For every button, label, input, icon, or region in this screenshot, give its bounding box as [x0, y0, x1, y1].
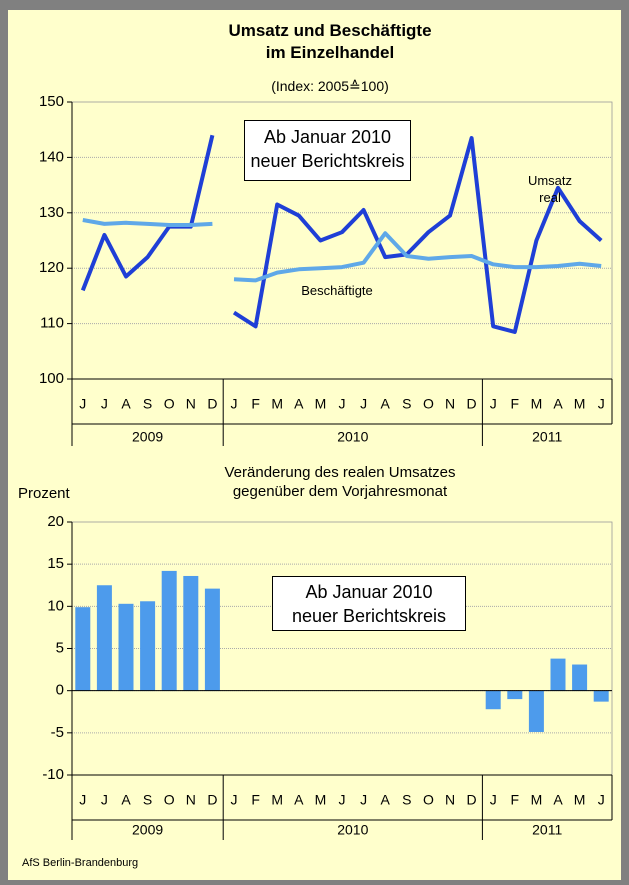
bar [593, 690, 609, 702]
x-tick-label: F [511, 396, 520, 412]
y-tick-label: 10 [47, 597, 64, 614]
bar [572, 664, 588, 691]
x-tick-label: J [598, 396, 605, 412]
x-tick-label: F [251, 792, 260, 808]
x-tick-label: S [402, 792, 411, 808]
x-tick-label: O [164, 792, 175, 808]
y-tick-label: 110 [40, 315, 64, 332]
x-tick-label: O [423, 792, 434, 808]
group-label: 2011 [532, 429, 562, 445]
x-tick-label: O [164, 396, 175, 412]
x-tick-label: J [231, 792, 238, 808]
y-tick-label: -10 [42, 766, 64, 783]
y-tick-label: 20 [47, 513, 64, 530]
y-tick-label: 140 [39, 148, 64, 165]
x-tick-label: F [511, 792, 520, 808]
y-tick-label: 15 [47, 555, 64, 572]
group-label: 2009 [132, 822, 163, 838]
x-tick-label: A [294, 792, 304, 808]
bar [550, 658, 566, 691]
y-tick-label: 150 [39, 93, 64, 110]
y-tick-label: 120 [39, 259, 64, 276]
bar [161, 570, 177, 691]
group-label: 2010 [337, 822, 368, 838]
x-tick-label: M [574, 792, 586, 808]
footer: AfS Berlin-Brandenburg [22, 857, 139, 869]
y-tick-label: 130 [39, 204, 64, 221]
x-tick-label: N [186, 396, 196, 412]
x-tick-label: A [553, 792, 563, 808]
chart-subtitle: (Index: 2005≙100) [271, 78, 389, 94]
x-tick-label: J [101, 396, 108, 412]
line-series [82, 218, 602, 283]
bar [75, 607, 91, 691]
y-tick-label: 5 [56, 639, 64, 656]
annotation-box: Ab Januar 2010 neuer Berichtskreis [272, 576, 466, 631]
x-tick-label: J [360, 792, 367, 808]
x-tick-label: D [207, 396, 217, 412]
x-tick-label: J [231, 396, 238, 412]
group-label: 2010 [337, 429, 368, 445]
bar [183, 575, 199, 691]
x-tick-label: M [531, 396, 543, 412]
x-tick-label: J [79, 396, 86, 412]
x-tick-label: J [360, 396, 367, 412]
x-tick-label: O [423, 396, 434, 412]
x-tick-label: N [445, 396, 455, 412]
group-label: 2011 [532, 822, 562, 838]
x-tick-label: A [381, 792, 391, 808]
x-tick-label: A [381, 396, 391, 412]
annotation-box: Ab Januar 2010 neuer Berichtskreis [244, 120, 411, 181]
y-tick-label: 0 [56, 682, 64, 699]
chart-title: Umsatz und Beschäftigte im Einzelhandel [228, 21, 432, 62]
x-tick-label: J [79, 792, 86, 808]
x-tick-label: A [121, 396, 131, 412]
bar [140, 601, 156, 691]
x-tick-label: N [186, 792, 196, 808]
x-tick-label: J [490, 792, 497, 808]
x-tick-label: D [467, 396, 477, 412]
x-tick-label: J [339, 396, 346, 412]
x-tick-label: S [143, 792, 152, 808]
x-tick-label: D [207, 792, 217, 808]
x-tick-label: A [294, 396, 304, 412]
bar [204, 588, 220, 691]
x-tick-label: J [490, 396, 497, 412]
x-tick-label: M [271, 792, 283, 808]
y-axis-label: Prozent [18, 485, 70, 502]
x-tick-label: N [445, 792, 455, 808]
x-tick-label: S [402, 396, 411, 412]
x-tick-label: M [271, 396, 283, 412]
x-tick-label: S [143, 396, 152, 412]
bar [96, 585, 112, 691]
y-tick-label: -5 [51, 724, 64, 741]
x-tick-label: A [553, 396, 563, 412]
bar [118, 603, 134, 691]
y-tick-label: 100 [39, 370, 64, 387]
x-tick-label: D [467, 792, 477, 808]
chart-title: Veränderung des realen Umsatzes gegenübe… [224, 464, 456, 500]
x-tick-label: J [598, 792, 605, 808]
x-tick-label: M [315, 396, 327, 412]
series-label: Beschäftigte [301, 283, 373, 298]
x-tick-label: M [531, 792, 543, 808]
x-tick-label: J [101, 792, 108, 808]
x-tick-label: J [339, 792, 346, 808]
bar [528, 690, 544, 732]
x-tick-label: A [121, 792, 131, 808]
x-tick-label: M [315, 792, 327, 808]
bar [485, 690, 501, 710]
group-label: 2009 [132, 429, 163, 445]
bar [507, 690, 523, 700]
x-tick-label: F [251, 396, 260, 412]
series-label: Umsatz real [527, 173, 573, 205]
x-tick-label: M [574, 396, 586, 412]
